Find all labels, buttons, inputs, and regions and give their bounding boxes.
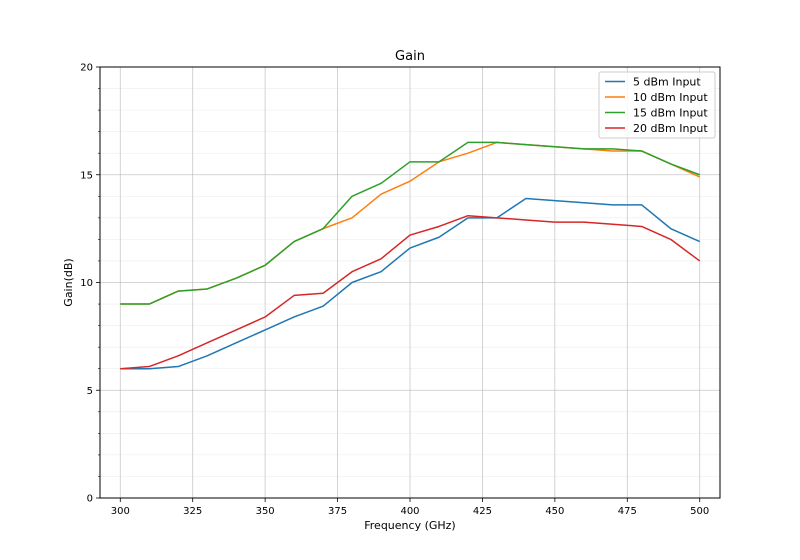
y-tick-label: 20 (80, 63, 93, 74)
legend-label: 5 dBm Input (633, 76, 701, 89)
y-tick-label: 0 (87, 494, 93, 505)
legend-label: 10 dBm Input (633, 91, 708, 104)
series-line-20-dbm-input (120, 214, 701, 370)
series-lines (120, 141, 701, 370)
axis-ticks: 300 325 350 375 400 425 450 475 500 0 5 10 15 20 (80, 63, 709, 518)
x-tick-label: 375 (328, 506, 347, 517)
series-line-5-dbm-input (120, 197, 701, 370)
x-tick-label: 300 (111, 506, 130, 517)
x-tick-label: 400 (400, 506, 419, 517)
y-axis-title: Gain(dB) (62, 258, 75, 306)
x-tick-label: 500 (690, 506, 709, 517)
x-tick-label: 350 (256, 506, 275, 517)
x-axis-title: Frequency (GHz) (364, 519, 455, 532)
x-tick-label: 425 (473, 506, 492, 517)
y-tick-label: 15 (80, 170, 93, 181)
x-tick-label: 450 (545, 506, 564, 517)
y-tick-label: 5 (87, 386, 93, 397)
legend-label: 15 dBm Input (633, 107, 708, 120)
series-line-15-dbm-input (120, 141, 700, 305)
chart-title: Gain (395, 49, 425, 64)
x-tick-label: 325 (183, 506, 202, 517)
legend-box (598, 71, 716, 139)
legend: 5 dBm Input 10 dBm Input 15 dBm Input 20 dB… (598, 71, 716, 139)
x-tick-label: 475 (618, 506, 637, 517)
y-tick-label: 10 (80, 278, 93, 289)
legend-label: 20 dBm Input (633, 122, 708, 135)
